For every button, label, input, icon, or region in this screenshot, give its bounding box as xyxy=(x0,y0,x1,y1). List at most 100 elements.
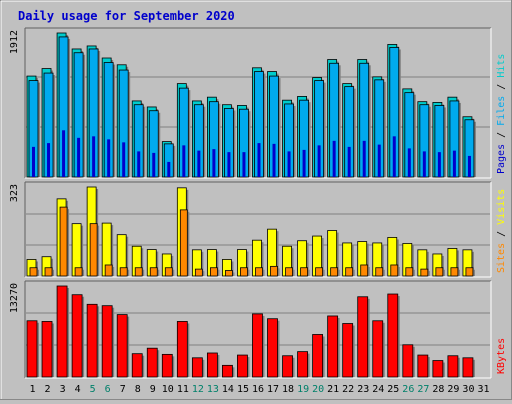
day-label-11: 11 xyxy=(177,384,189,395)
sites-bar-28 xyxy=(435,267,444,277)
sites-bar-16 xyxy=(255,267,263,277)
kbytes-bar-12 xyxy=(191,357,203,378)
kbytes-bar-27 xyxy=(417,354,429,378)
pages-bar-20 xyxy=(317,145,321,177)
kbytes-bar-7 xyxy=(116,314,128,378)
sites-bar-1 xyxy=(29,267,38,277)
legend-separator: / xyxy=(496,78,507,96)
legend-separator: / xyxy=(496,126,507,144)
panel-3-ymax-label: 13270 xyxy=(9,283,20,313)
chart-title: Daily usage for September 2020 xyxy=(18,9,235,23)
sites-bar-22 xyxy=(345,267,354,277)
day-label-27: 27 xyxy=(417,384,429,395)
panel-2-legend: Sites / Visits xyxy=(496,189,507,273)
day-label-4: 4 xyxy=(75,384,81,395)
kbytes-bar-25 xyxy=(387,293,399,378)
sites-bar-2 xyxy=(44,267,53,277)
sites-bar-21 xyxy=(330,267,339,277)
day-label-23: 23 xyxy=(357,384,369,395)
sites-bar-27 xyxy=(420,268,429,277)
sites-bar-24 xyxy=(375,267,384,277)
kbytes-bar-30 xyxy=(462,357,474,378)
kbytes-bar-21 xyxy=(327,315,339,378)
day-label-26: 26 xyxy=(402,384,414,395)
kbytes-bar-10 xyxy=(161,353,173,378)
pages-bar-24 xyxy=(377,144,381,177)
pages-bar-22 xyxy=(347,146,351,177)
sites-bar-25 xyxy=(390,264,399,277)
kbytes-bar-5 xyxy=(86,303,98,378)
panel-1-ymax-label: 1912 xyxy=(9,30,20,54)
sites-bar-14 xyxy=(225,270,233,277)
day-label-28: 28 xyxy=(432,384,444,395)
kbytes-bar-18 xyxy=(282,355,293,378)
day-label-15: 15 xyxy=(237,384,249,395)
kbytes-bar-2 xyxy=(41,321,53,378)
sites-bar-30 xyxy=(465,267,474,277)
sites-bar-5 xyxy=(89,223,98,277)
kbytes-bar-16 xyxy=(252,313,263,378)
sites-bar-20 xyxy=(315,267,324,277)
kbytes-bar-13 xyxy=(206,352,218,378)
kbytes-bar-1 xyxy=(26,320,38,378)
pages-bar-8 xyxy=(137,151,141,177)
sites-bar-29 xyxy=(450,267,459,277)
legend-kbytes: KBytes xyxy=(496,338,507,374)
kbytes-bar-29 xyxy=(447,355,459,378)
pages-bar-7 xyxy=(122,142,126,177)
pages-bar-9 xyxy=(152,152,156,177)
pages-bar-27 xyxy=(422,151,426,177)
sites-bar-3 xyxy=(59,206,68,277)
sites-bar-6 xyxy=(104,264,113,277)
legend-pages: Pages xyxy=(496,144,507,174)
kbytes-bar-24 xyxy=(372,320,384,378)
day-label-25: 25 xyxy=(387,384,399,395)
sites-bar-19 xyxy=(300,267,308,277)
day-label-3: 3 xyxy=(60,384,66,395)
day-label-17: 17 xyxy=(267,384,279,395)
legend-visits: Visits xyxy=(496,189,507,225)
day-label-21: 21 xyxy=(327,384,339,395)
kbytes-bar-20 xyxy=(312,334,324,378)
sites-bar-7 xyxy=(119,267,128,277)
day-label-7: 7 xyxy=(120,384,126,395)
day-label-8: 8 xyxy=(135,384,141,395)
sites-bar-15 xyxy=(240,267,248,277)
kbytes-bar-6 xyxy=(101,305,113,378)
kbytes-bar-3 xyxy=(56,285,68,378)
panel-1-legend: Pages / Files / Hits xyxy=(496,54,507,174)
kbytes-bar-9 xyxy=(146,347,158,378)
pages-bar-15 xyxy=(242,152,246,177)
pages-bar-23 xyxy=(362,140,366,177)
day-label-18: 18 xyxy=(282,384,294,395)
kbytes-bar-26 xyxy=(402,344,414,378)
panel-3-legend: KBytes xyxy=(496,338,507,374)
pages-bar-30 xyxy=(467,155,471,177)
pages-bar-5 xyxy=(92,136,96,177)
pages-bar-1 xyxy=(32,146,35,177)
sites-bar-12 xyxy=(194,268,203,277)
pages-bar-10 xyxy=(167,161,171,177)
day-label-6: 6 xyxy=(105,384,111,395)
kbytes-bar-8 xyxy=(131,353,143,378)
kbytes-bar-19 xyxy=(297,351,308,378)
kbytes-bar-17 xyxy=(267,318,278,378)
pages-bar-12 xyxy=(197,150,201,177)
kbytes-bar-28 xyxy=(432,360,444,378)
panel-2-ymax-label: 323 xyxy=(9,184,20,202)
sites-bar-17 xyxy=(270,265,278,277)
pages-bar-18 xyxy=(287,151,291,177)
kbytes-bar-14 xyxy=(222,364,233,378)
pages-bar-16 xyxy=(257,143,261,177)
pages-bar-28 xyxy=(437,152,441,177)
pages-bar-13 xyxy=(212,149,216,177)
kbytes-bar-4 xyxy=(71,294,83,378)
sites-bar-10 xyxy=(164,267,173,277)
pages-bar-6 xyxy=(107,139,111,177)
sites-bar-26 xyxy=(405,267,414,277)
pages-bar-25 xyxy=(392,136,396,177)
day-label-22: 22 xyxy=(342,384,354,395)
sites-bar-8 xyxy=(134,267,143,277)
